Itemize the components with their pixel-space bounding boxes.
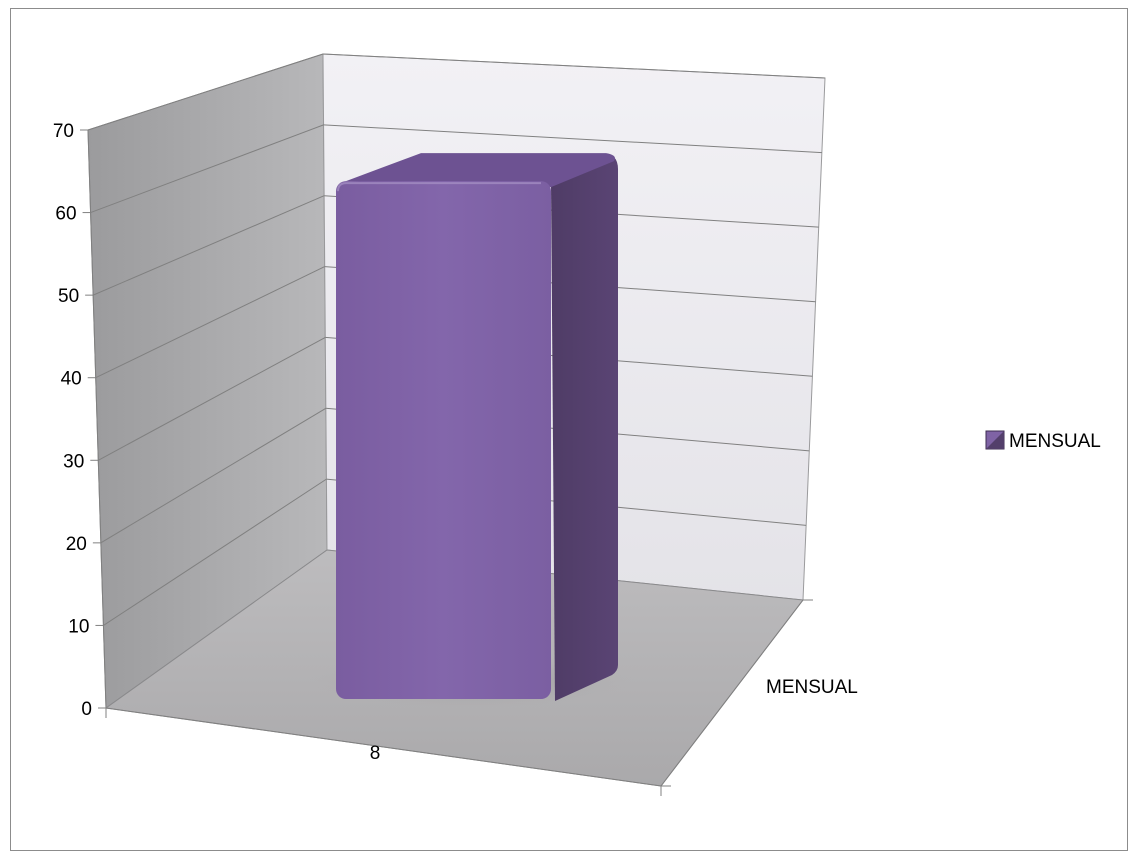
- y-axis-ticks: 0 10 20 30 40 50 60 70: [53, 121, 106, 720]
- y-tick-label: 60: [55, 204, 76, 225]
- bar-side-face: [551, 157, 618, 702]
- y-tick-label: 10: [68, 616, 89, 637]
- chart-area: 0 10 20 30 40 50 60 70 8 MENSUAL MENSUAL: [10, 8, 1128, 851]
- bar-top-face: [346, 153, 615, 188]
- gridline-side: [103, 478, 327, 626]
- depth-axis-line: [660, 599, 804, 787]
- legend-swatch-bevel: [986, 431, 1004, 449]
- y-axis-line: [87, 129, 107, 709]
- y-tick-label: 0: [81, 699, 92, 720]
- y-tick-label: 70: [53, 121, 74, 142]
- bar-front-face: [336, 181, 551, 700]
- y-tick-label: 50: [58, 286, 79, 307]
- gridline-side: [87, 53, 324, 131]
- x-tick-label: 8: [370, 743, 381, 764]
- y-tick-label: 40: [61, 369, 82, 390]
- legend-label: MENSUAL: [1009, 431, 1101, 452]
- gridline-side: [95, 266, 325, 379]
- gridline-side: [98, 336, 326, 461]
- bar-highlight: [337, 182, 541, 192]
- y-tick-label: 30: [63, 451, 84, 472]
- depth-tick-label: MENSUAL: [766, 677, 858, 698]
- bar-chart-3d: 0 10 20 30 40 50 60 70 8 MENSUAL MENSUAL: [53, 53, 1101, 796]
- bars: [336, 153, 618, 702]
- gridline-back: [322, 53, 826, 79]
- legend: MENSUAL: [985, 430, 1101, 452]
- gridline-side: [92, 195, 325, 296]
- gridline-side: [100, 407, 327, 544]
- gridline-back: [323, 124, 822, 154]
- gridline-side: [90, 124, 324, 214]
- axes: [87, 129, 813, 796]
- y-tick-label: 20: [66, 534, 87, 555]
- x-axis-line: [105, 707, 662, 787]
